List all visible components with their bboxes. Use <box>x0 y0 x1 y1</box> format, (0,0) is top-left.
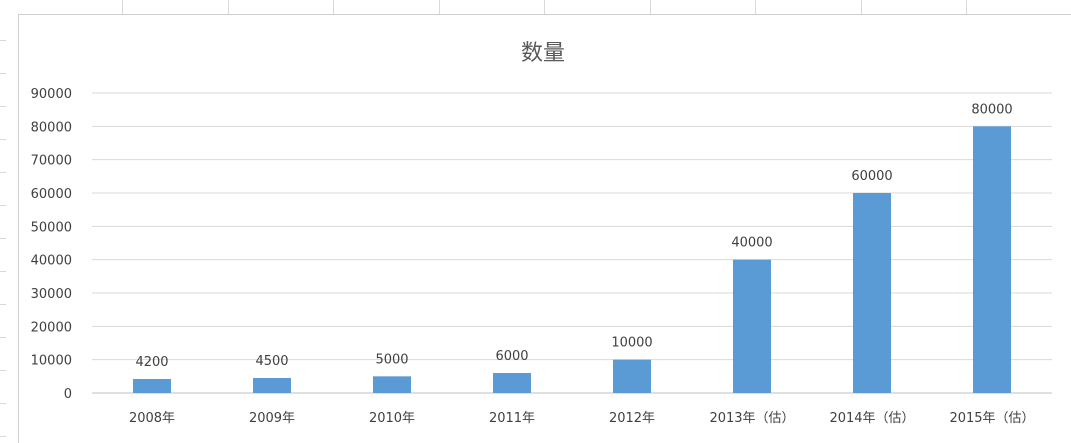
x-tick-label: 2015年（估） <box>949 411 1034 426</box>
sheet-column-guide <box>227 0 229 14</box>
sheet-row-guide <box>0 436 6 437</box>
sheet-row-guide <box>0 172 6 173</box>
y-tick-label: 60000 <box>31 187 72 202</box>
sheet-row-guide <box>0 139 6 140</box>
sheet-row-guide <box>0 73 6 74</box>
x-tick-label: 2008年 <box>129 411 175 426</box>
sheet-row-guide <box>0 271 6 272</box>
x-tick-label: 2014年（估） <box>829 411 914 426</box>
data-labels: 4200 4500 5000 6000 10000 40000 60000 80000 <box>135 102 1012 370</box>
y-tick-label: 30000 <box>31 287 72 302</box>
y-tick-label: 10000 <box>31 354 72 369</box>
y-tick-label: 0 <box>64 387 72 402</box>
data-label: 4200 <box>135 355 168 370</box>
bars <box>133 126 1011 393</box>
y-tick-label: 50000 <box>31 220 72 235</box>
x-axis-ticks: 2008年 2009年 2010年 2011年 2012年 2013年（估） 2014年（估… <box>129 411 1035 426</box>
sheet-column-guide <box>649 0 651 14</box>
sheet-row-guide <box>0 370 6 371</box>
bar[interactable] <box>853 193 891 393</box>
sheet-column-guide <box>755 0 756 14</box>
y-tick-label: 40000 <box>31 254 72 269</box>
x-tick-label: 2013年（估） <box>709 411 794 426</box>
data-label: 10000 <box>611 336 652 351</box>
sheet-row-guide <box>0 40 6 41</box>
bar[interactable] <box>133 379 171 393</box>
sheet-column-guide <box>966 0 967 14</box>
sheet-column-guide <box>860 0 862 14</box>
sheet-row-guide <box>0 205 6 206</box>
x-tick-label: 2011年 <box>489 411 535 426</box>
data-label: 6000 <box>495 349 528 364</box>
sheet-row-guide <box>0 106 6 107</box>
bar[interactable] <box>253 378 291 393</box>
chart-frame-left-border <box>18 14 19 443</box>
y-axis-ticks: 0 10000 20000 30000 40000 50000 60000 70000 8000… <box>31 87 72 402</box>
bar[interactable] <box>733 259 771 393</box>
bar[interactable] <box>973 126 1011 393</box>
sheet-column-guide <box>333 0 334 14</box>
data-label: 80000 <box>971 102 1012 117</box>
sheet-column-guide <box>438 0 440 14</box>
sheet-column-guide <box>122 0 123 14</box>
sheet-row-guide <box>0 403 6 404</box>
data-label: 5000 <box>375 352 408 367</box>
y-tick-label: 20000 <box>31 320 72 335</box>
x-tick-label: 2009年 <box>249 411 295 426</box>
y-tick-label: 70000 <box>31 154 72 169</box>
y-tick-label: 80000 <box>31 120 72 135</box>
sheet-row-guide <box>0 337 6 338</box>
chart-frame-top-border <box>18 14 1071 15</box>
bar[interactable] <box>613 359 651 393</box>
data-label: 60000 <box>851 169 892 184</box>
y-tick-label: 90000 <box>31 87 72 102</box>
data-label: 40000 <box>731 236 772 251</box>
chart-title: 数量 <box>521 41 565 66</box>
gridlines <box>92 92 1052 394</box>
x-tick-label: 2012年 <box>609 411 655 426</box>
x-tick-label: 2010年 <box>369 411 415 426</box>
bar[interactable] <box>373 376 411 393</box>
data-label: 4500 <box>255 354 288 369</box>
bar[interactable] <box>493 373 531 393</box>
sheet-row-guide <box>0 238 6 239</box>
sheet-row-guide <box>0 304 6 305</box>
sheet-column-guide <box>544 0 545 14</box>
